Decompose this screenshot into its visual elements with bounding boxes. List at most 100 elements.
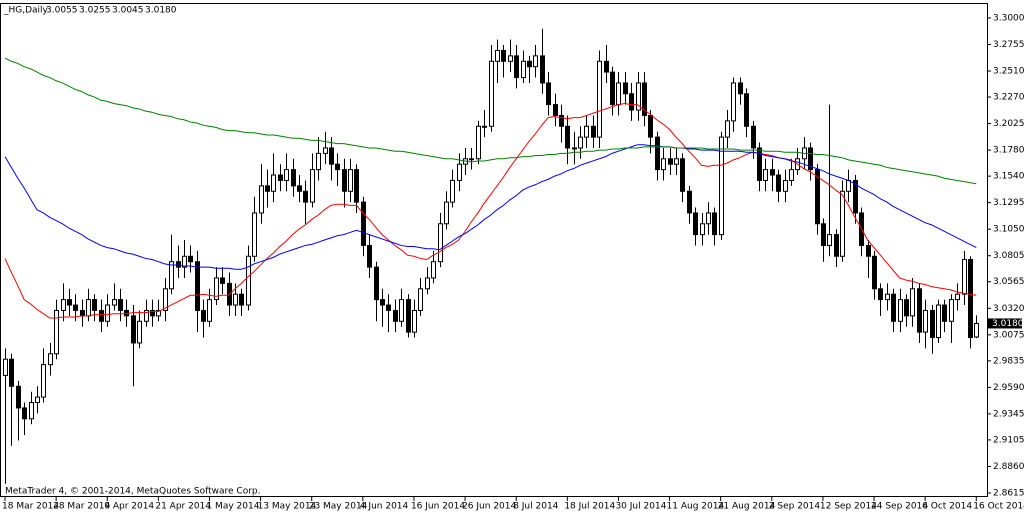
candle-body [501, 49, 506, 62]
candle-body [642, 82, 647, 116]
candle-body [131, 315, 136, 344]
candle-body [207, 299, 212, 322]
candle-body [878, 288, 883, 301]
x-tick-label: 13 May 2014 [258, 502, 317, 512]
candle-body [450, 179, 455, 203]
candle-body [763, 169, 768, 181]
candle-body [431, 261, 436, 279]
candle-body [789, 169, 794, 181]
x-tick-label: 18 Mar 2014 [2, 502, 59, 512]
candle-body [9, 358, 14, 387]
candle-body [354, 169, 359, 203]
candle-body [521, 60, 526, 79]
y-tick-label: 2.9105 [993, 435, 1024, 445]
candle-body [495, 49, 500, 62]
candle-body [195, 261, 200, 311]
last-price-box [988, 318, 1022, 329]
candle-body [335, 163, 340, 171]
candle-body [41, 364, 46, 398]
candle-body [578, 136, 583, 149]
candle-body [770, 169, 775, 176]
candle-body [259, 185, 264, 214]
y-tick-label: 3.2510 [993, 67, 1024, 77]
candle-body [751, 125, 756, 149]
candle-body [163, 288, 168, 311]
candle-body [674, 158, 679, 165]
moving-average [4, 57, 977, 185]
candle-body [48, 353, 53, 366]
candle-body [476, 125, 481, 160]
candle-body [303, 190, 308, 203]
candle-body [348, 169, 353, 192]
y-tick-label: 3.0805 [993, 251, 1024, 261]
candle-body [604, 60, 609, 73]
candle-body [54, 309, 59, 355]
candle-body [917, 288, 922, 333]
candle-body [853, 179, 858, 214]
candle-body [252, 212, 257, 257]
candle-body [712, 212, 717, 236]
header: _HG,Daily 3.0055 3.0255 3.0045 3.0180 [3, 6, 177, 16]
candle-body [393, 309, 398, 322]
candle-body [968, 259, 973, 339]
chart-title: _HG,Daily [3, 6, 49, 16]
candle-body [597, 60, 602, 138]
candle-body [271, 174, 276, 192]
candle-body [533, 55, 538, 68]
candle-body [233, 293, 238, 306]
candle-body [949, 299, 954, 322]
candle-body [827, 234, 832, 246]
candle-body [540, 55, 545, 84]
candle-body [776, 174, 781, 192]
candle-body [693, 212, 698, 236]
candle-body [438, 223, 443, 263]
candle-body [591, 125, 596, 138]
candle-body [942, 304, 947, 322]
y-tick-label: 3.1050 [993, 225, 1024, 235]
candle-body [565, 125, 570, 149]
candle-body [725, 120, 730, 138]
candle-body [872, 255, 877, 290]
ohlc-low: 3.0045 [112, 6, 144, 16]
ohlc-open: 3.0055 [46, 6, 78, 16]
candle-body [291, 169, 296, 187]
candle-body [706, 212, 711, 225]
candle-body [898, 299, 903, 322]
candle-body [469, 158, 474, 161]
candle-body [962, 259, 967, 295]
x-tick-label: 21 Aug 2014 [718, 502, 776, 512]
candle-body [687, 190, 692, 214]
candle-body [16, 385, 21, 409]
candle-body [783, 179, 788, 192]
candle-body [386, 304, 391, 311]
candle-body [508, 55, 513, 62]
moving-average [4, 144, 977, 270]
candle-body [35, 396, 40, 404]
x-tick-label: 23 May 2014 [309, 502, 368, 512]
candle-body [406, 299, 411, 333]
y-tick-label: 2.9345 [993, 409, 1024, 419]
candle-body [316, 152, 321, 171]
candle-body [757, 147, 762, 181]
candle-body [239, 293, 244, 306]
candle-body [86, 299, 91, 317]
ohlc-high: 3.0255 [79, 6, 111, 16]
candle-body [214, 277, 219, 301]
candle-body [866, 244, 871, 257]
x-tick-label: 8 Jul 2014 [513, 502, 558, 512]
candle-body [29, 402, 34, 420]
candle-body [246, 255, 251, 306]
candle-body [655, 136, 660, 171]
candle-body [514, 55, 519, 79]
candle-body [73, 304, 78, 311]
candle-body [904, 299, 909, 317]
candle-body [846, 179, 851, 192]
candle-body [220, 277, 225, 284]
candle-body [80, 309, 85, 317]
candle-body [278, 174, 283, 181]
candle-body [840, 190, 845, 257]
candle-body [265, 185, 270, 192]
candle-body [527, 60, 532, 68]
